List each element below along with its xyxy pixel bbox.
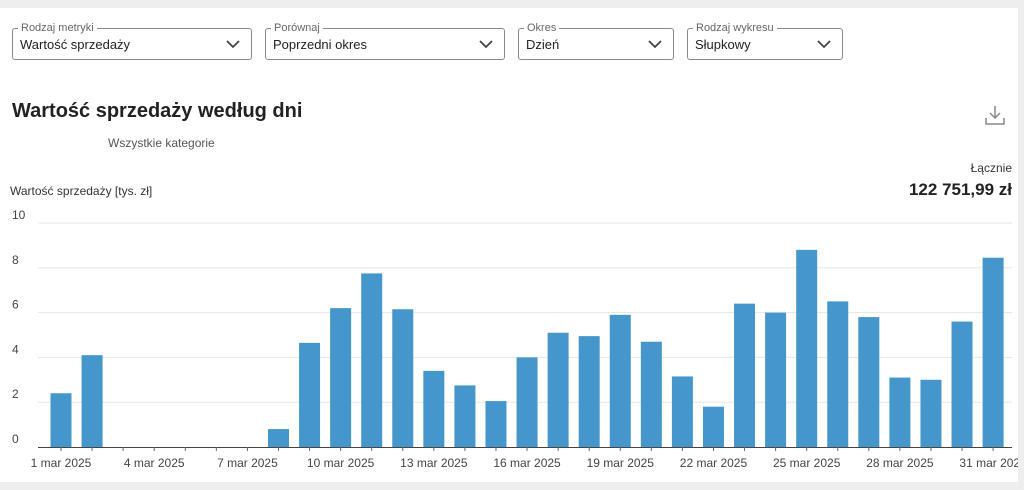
x-tick-label: 13 mar 2025 xyxy=(400,456,468,470)
chart-subtitle: Wszystkie kategorie xyxy=(108,136,215,150)
compare-label: Porównaj xyxy=(271,21,323,35)
bar xyxy=(951,321,973,447)
chevron-down-icon xyxy=(648,40,662,49)
total-value: 122 751,99 zł xyxy=(908,180,1012,199)
bar xyxy=(640,341,662,447)
bar xyxy=(609,314,631,447)
bar xyxy=(392,309,414,447)
chevron-down-icon xyxy=(226,40,240,49)
x-tick-label: 31 mar 2025 xyxy=(959,456,1018,470)
download-icon[interactable] xyxy=(984,104,1006,126)
x-tick-label: 25 mar 2025 xyxy=(773,456,841,470)
y-axis-label: Wartość sprzedaży [tys. zł] xyxy=(10,184,153,198)
chart-title: Wartość sprzedaży według dni xyxy=(12,100,303,122)
chart-type-label: Rodzaj wykresu xyxy=(693,21,777,35)
bar xyxy=(920,379,942,447)
bar xyxy=(671,376,693,447)
bar xyxy=(827,301,849,447)
bar xyxy=(702,406,724,447)
bar xyxy=(516,357,538,447)
bar xyxy=(423,370,445,447)
y-tick-label: 2 xyxy=(12,387,19,401)
bar xyxy=(889,377,911,447)
y-tick-label: 8 xyxy=(12,253,19,267)
x-tick-label: 7 mar 2025 xyxy=(217,456,278,470)
x-tick-label: 28 mar 2025 xyxy=(866,456,934,470)
bar xyxy=(454,385,476,447)
chevron-down-icon xyxy=(817,40,831,49)
x-tick-label: 22 mar 2025 xyxy=(680,456,748,470)
bar xyxy=(796,249,818,447)
y-tick-label: 6 xyxy=(12,298,19,312)
bar xyxy=(547,332,569,447)
sales-chart-card: Rodzaj metryki Wartość sprzedaży Porówna… xyxy=(0,8,1018,482)
bar xyxy=(578,336,600,447)
bar xyxy=(361,273,383,447)
bar xyxy=(485,401,507,447)
bar-chart: 0 2 4 6 8 10 1 mar 2025 4 mar 2025 7 mar 2025 10 … xyxy=(12,208,1018,470)
y-tick-label: 10 xyxy=(12,208,26,222)
bar xyxy=(267,429,289,447)
period-value: Dzień xyxy=(526,37,560,52)
bar xyxy=(765,312,787,447)
bar xyxy=(299,342,321,447)
x-tick-label: 16 mar 2025 xyxy=(493,456,561,470)
x-tick-label: 4 mar 2025 xyxy=(124,456,185,470)
x-tick-label: 10 mar 2025 xyxy=(307,456,375,470)
compare-select[interactable]: Porównaj Poprzedni okres xyxy=(265,21,505,60)
period-select[interactable]: Okres Dzień xyxy=(518,21,674,60)
chevron-down-icon xyxy=(479,40,493,49)
metric-type-value: Wartość sprzedaży xyxy=(20,37,131,52)
y-tick-label: 4 xyxy=(12,342,19,356)
bar xyxy=(858,317,880,447)
x-tick-label: 19 mar 2025 xyxy=(587,456,655,470)
period-label: Okres xyxy=(524,21,560,35)
metric-type-select[interactable]: Rodzaj metryki Wartość sprzedaży xyxy=(12,21,252,60)
bar xyxy=(50,393,72,447)
y-tick-label: 0 xyxy=(12,432,19,446)
bar xyxy=(330,308,352,447)
metric-type-label: Rodzaj metryki xyxy=(18,21,97,35)
total-label: Łącznie xyxy=(970,161,1012,175)
bar xyxy=(81,355,103,447)
bar xyxy=(982,257,1004,447)
bar xyxy=(734,303,756,447)
compare-value: Poprzedni okres xyxy=(273,37,367,52)
x-tick-label: 1 mar 2025 xyxy=(31,456,92,470)
chart-type-select[interactable]: Rodzaj wykresu Słupkowy xyxy=(687,21,843,60)
chart-type-value: Słupkowy xyxy=(695,37,751,52)
